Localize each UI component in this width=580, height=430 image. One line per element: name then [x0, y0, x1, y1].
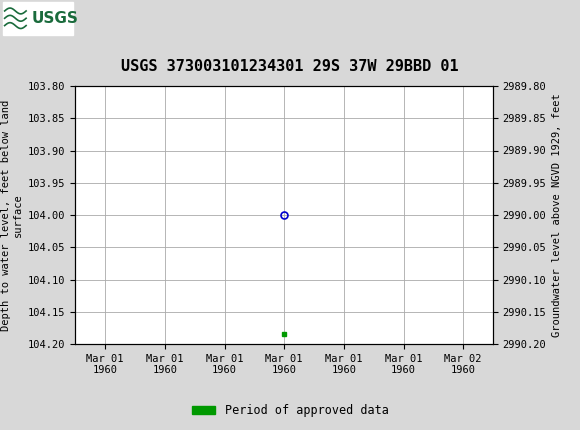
- Legend: Period of approved data: Period of approved data: [187, 399, 393, 422]
- FancyBboxPatch shape: [3, 2, 72, 35]
- Text: USGS: USGS: [32, 11, 79, 26]
- Y-axis label: Groundwater level above NGVD 1929, feet: Groundwater level above NGVD 1929, feet: [552, 93, 562, 337]
- Text: USGS 373003101234301 29S 37W 29BBD 01: USGS 373003101234301 29S 37W 29BBD 01: [121, 59, 459, 74]
- Y-axis label: Depth to water level, feet below land
surface: Depth to water level, feet below land su…: [1, 99, 23, 331]
